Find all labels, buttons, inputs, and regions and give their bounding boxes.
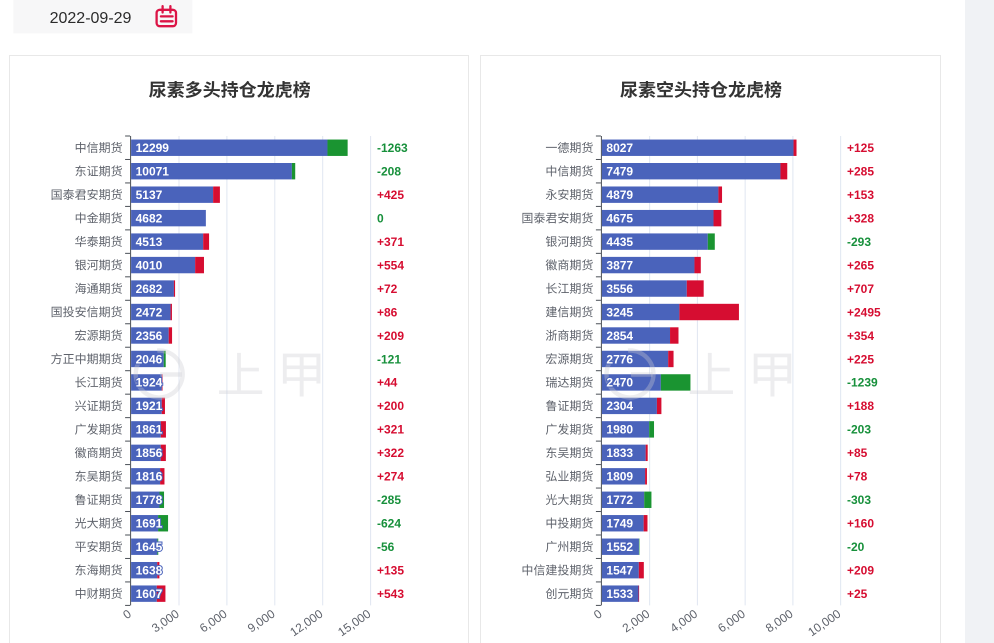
svg-text:+354: +354 — [847, 329, 874, 343]
svg-text:4513: 4513 — [136, 235, 163, 249]
svg-text:+543: +543 — [377, 587, 404, 601]
svg-text:-208: -208 — [377, 165, 401, 179]
svg-text:-20: -20 — [847, 540, 865, 554]
svg-text:1861: 1861 — [136, 423, 163, 437]
svg-text:+135: +135 — [377, 563, 404, 577]
svg-text:1809: 1809 — [606, 470, 633, 484]
svg-text:1924: 1924 — [136, 376, 163, 390]
svg-text:1547: 1547 — [606, 563, 633, 577]
svg-text:1921: 1921 — [136, 399, 163, 413]
svg-text:2356: 2356 — [136, 329, 163, 343]
svg-text:-1239: -1239 — [847, 376, 878, 390]
svg-text:1833: 1833 — [606, 446, 633, 460]
svg-text:1691: 1691 — [136, 517, 163, 531]
svg-text:+2495: +2495 — [847, 305, 881, 319]
svg-text:2022-09-29: 2022-09-29 — [50, 10, 132, 27]
svg-text:+125: +125 — [847, 141, 874, 155]
svg-text:+200: +200 — [377, 399, 404, 413]
svg-text:+153: +153 — [847, 188, 874, 202]
svg-text:1533: 1533 — [606, 587, 633, 601]
svg-text:+86: +86 — [377, 305, 398, 319]
svg-text:-56: -56 — [377, 540, 395, 554]
svg-text:-285: -285 — [377, 493, 401, 507]
svg-text:+85: +85 — [847, 446, 868, 460]
svg-text:+188: +188 — [847, 399, 874, 413]
svg-text:-1263: -1263 — [377, 141, 408, 155]
svg-text:1749: 1749 — [606, 517, 633, 531]
svg-text:+371: +371 — [377, 235, 404, 249]
svg-text:+72: +72 — [377, 282, 398, 296]
svg-text:-303: -303 — [847, 493, 871, 507]
svg-text:1856: 1856 — [136, 446, 163, 460]
svg-text:+321: +321 — [377, 423, 404, 437]
svg-text:10071: 10071 — [136, 165, 170, 179]
svg-text:2470: 2470 — [606, 376, 633, 390]
svg-text:+285: +285 — [847, 165, 874, 179]
svg-text:+322: +322 — [377, 446, 404, 460]
svg-text:+274: +274 — [377, 470, 404, 484]
svg-text:2472: 2472 — [136, 305, 163, 319]
svg-text:3245: 3245 — [606, 305, 633, 319]
svg-text:-203: -203 — [847, 423, 871, 437]
svg-text:7479: 7479 — [606, 165, 633, 179]
svg-text:12299: 12299 — [136, 141, 170, 155]
svg-text:+209: +209 — [847, 563, 874, 577]
svg-text:1552: 1552 — [606, 540, 633, 554]
svg-text:1778: 1778 — [136, 493, 163, 507]
svg-text:+425: +425 — [377, 188, 404, 202]
svg-text:8027: 8027 — [606, 141, 633, 155]
svg-text:1980: 1980 — [606, 423, 633, 437]
svg-text:4682: 4682 — [136, 211, 163, 225]
svg-text:+25: +25 — [847, 587, 868, 601]
svg-text:4010: 4010 — [136, 258, 163, 272]
svg-text:-624: -624 — [377, 517, 401, 531]
svg-text:0: 0 — [377, 211, 384, 225]
svg-text:1638: 1638 — [136, 563, 163, 577]
svg-text:+209: +209 — [377, 329, 404, 343]
svg-text:+554: +554 — [377, 258, 404, 272]
svg-text:2046: 2046 — [136, 352, 163, 366]
svg-text:5137: 5137 — [136, 188, 163, 202]
svg-text:4435: 4435 — [606, 235, 633, 249]
svg-text:2682: 2682 — [136, 282, 163, 296]
svg-text:4675: 4675 — [606, 211, 633, 225]
svg-text:+225: +225 — [847, 352, 874, 366]
svg-text:3556: 3556 — [606, 282, 633, 296]
svg-text:2854: 2854 — [606, 329, 633, 343]
svg-text:+328: +328 — [847, 211, 874, 225]
svg-text:+44: +44 — [377, 376, 398, 390]
svg-text:3877: 3877 — [606, 258, 633, 272]
svg-text:+707: +707 — [847, 282, 874, 296]
svg-text:1816: 1816 — [136, 470, 163, 484]
svg-text:1772: 1772 — [606, 493, 633, 507]
svg-text:1607: 1607 — [136, 587, 163, 601]
svg-text:4879: 4879 — [606, 188, 633, 202]
svg-text:+265: +265 — [847, 258, 874, 272]
svg-text:-121: -121 — [377, 352, 401, 366]
svg-text:2304: 2304 — [606, 399, 633, 413]
svg-text:+160: +160 — [847, 517, 874, 531]
svg-text:2776: 2776 — [606, 352, 633, 366]
svg-text:-293: -293 — [847, 235, 871, 249]
svg-text:1645: 1645 — [136, 540, 163, 554]
svg-text:+78: +78 — [847, 470, 868, 484]
